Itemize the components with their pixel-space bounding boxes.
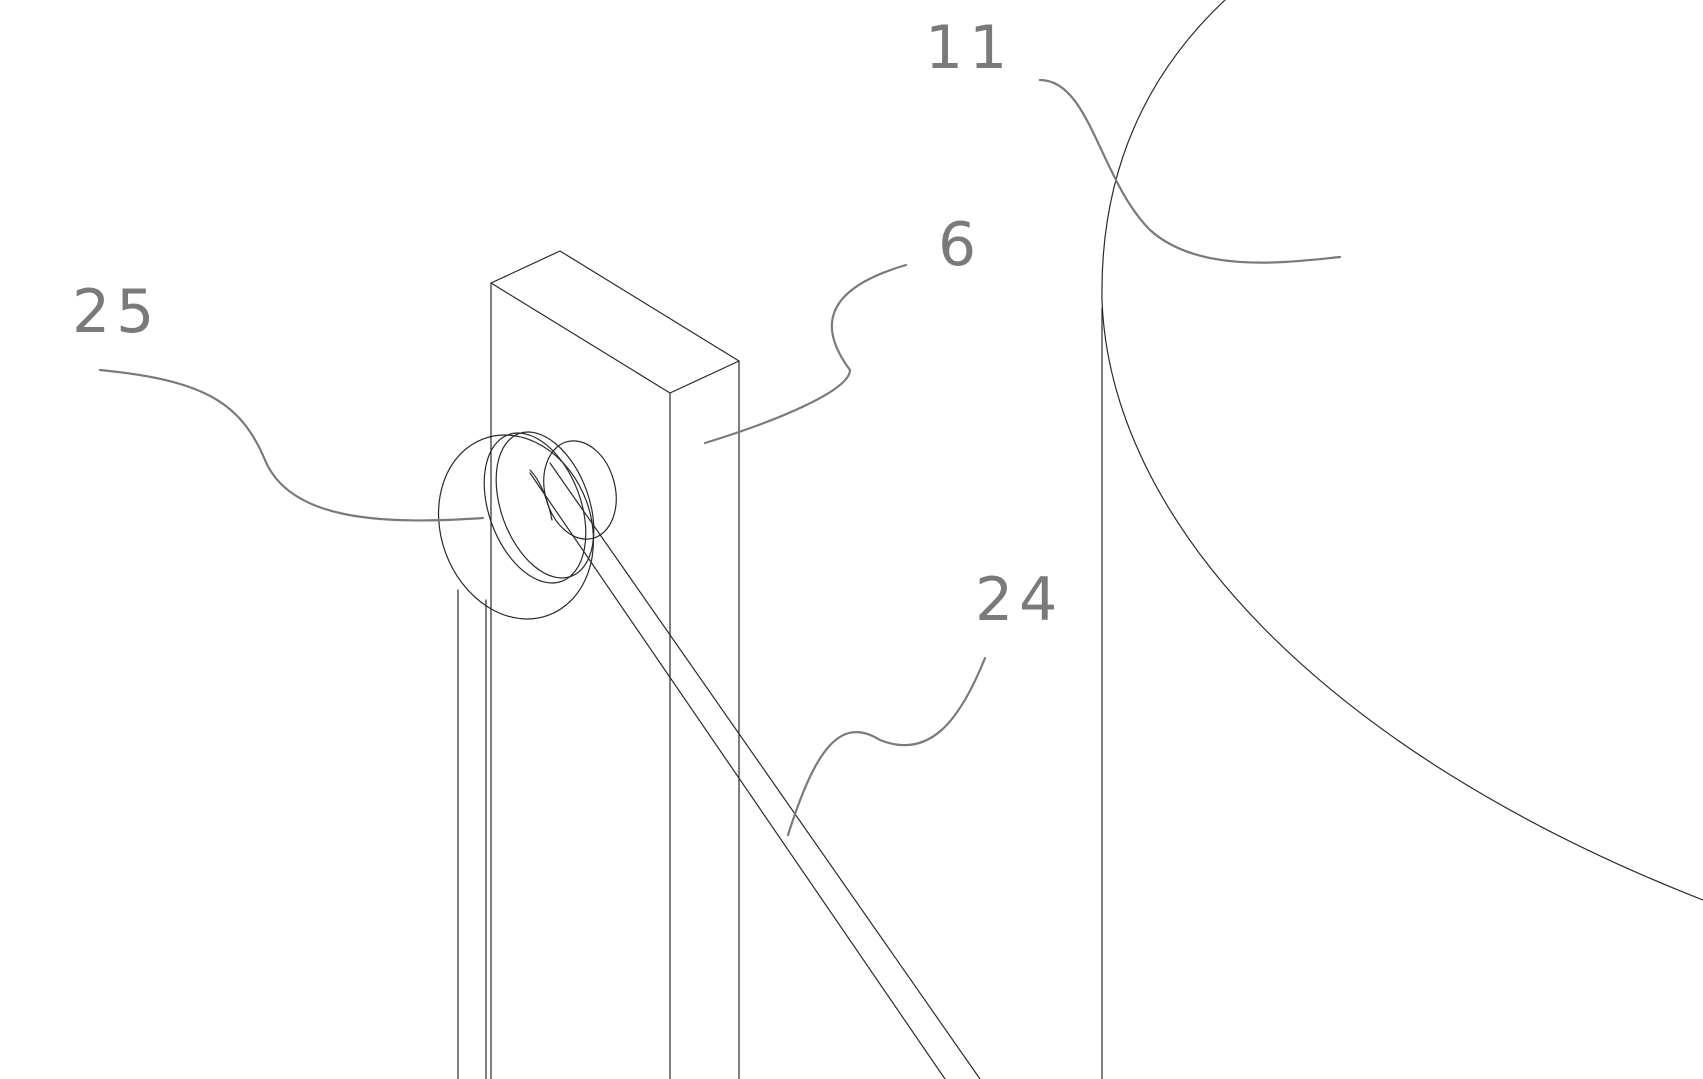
pulley-groove-rim [495, 431, 595, 579]
ref-label-11: 11 [925, 13, 1013, 83]
housing-part-11 [1101, 0, 1703, 1079]
belt-upper-edge [549, 462, 981, 1079]
leader-line-24 [786, 656, 987, 837]
pulley-rear-flange [543, 440, 617, 540]
pulley-hub-arc [529, 469, 553, 521]
pulley-part-25 [437, 431, 617, 620]
ref-label-6: 6 [938, 210, 982, 280]
pulley-front-flange [437, 434, 595, 620]
leader-line-11 [1038, 78, 1342, 264]
post-part-6 [457, 250, 740, 1079]
housing-upper-curve [1101, 0, 1226, 301]
pulley-groove-inner [483, 432, 587, 584]
leader-line-25 [98, 368, 485, 522]
housing-lower-curve [1101, 299, 1703, 901]
leader-line-6 [703, 263, 908, 445]
belt-lower-edge [529, 472, 946, 1079]
post-top-face [490, 250, 740, 394]
belt-part-24 [529, 462, 981, 1079]
ref-label-25: 25 [72, 277, 160, 347]
ref-label-24: 24 [975, 565, 1063, 635]
